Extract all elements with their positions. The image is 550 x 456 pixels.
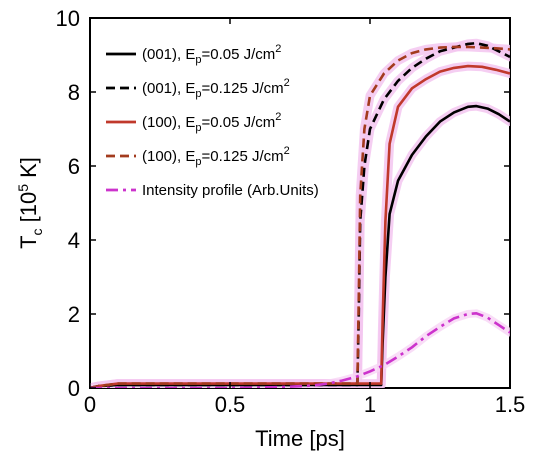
legend-label-s100_low: (100), Ep=0.05 J/cm2 (142, 111, 281, 134)
legend-mid: =0.125 J/cm (201, 80, 283, 97)
series-line-s100_high (90, 45, 510, 388)
y-axis-title: Tc [105 K] (15, 157, 45, 249)
ticks-layer: 0 0.5 1 1.5 0 2 4 6 8 10 (56, 6, 526, 417)
legend-mid: =0.05 J/cm (201, 114, 275, 131)
y-tick-label: 6 (68, 154, 80, 179)
legend-sub: p (195, 156, 201, 168)
legend-label-intensity: Intensity profile (Arb.Units) (142, 182, 319, 199)
y-axis-title-suffix: K] (16, 157, 41, 184)
legend-label-s100_high: (100), Ep=0.125 J/cm2 (142, 145, 290, 168)
series-layer (90, 38, 510, 388)
y-tick-label: 4 (68, 228, 80, 253)
legend-mid: =0.125 J/cm (201, 148, 283, 165)
series-line-s001_high (90, 41, 510, 388)
y-axis-title-prefix: [10 (16, 192, 41, 229)
y-tick-label: 2 (68, 302, 80, 327)
legend-label-s001_high: (001), Ep=0.125 J/cm2 (142, 77, 290, 100)
x-tick-label: 1 (364, 392, 376, 417)
legend-sub: p (195, 54, 201, 66)
y-axis-title-exp: 5 (15, 184, 31, 192)
y-axis-title-sub: c (29, 228, 45, 235)
legend-pre: Intensity profile (Arb.Units) (142, 182, 319, 199)
legend-sub: p (195, 122, 201, 134)
x-tick-label: 1.5 (495, 392, 526, 417)
legend-sup: 2 (284, 145, 290, 157)
y-tick-label: 0 (68, 376, 80, 401)
x-axis-title: Time [ps] (255, 426, 345, 451)
y-tick-label: 8 (68, 80, 80, 105)
legend-sup: 2 (284, 77, 290, 89)
legend-pre: (001), E (142, 46, 195, 63)
legend-sup: 2 (275, 43, 281, 55)
series-halo-intensity (90, 309, 510, 388)
legend-label-s001_low: (001), Ep=0.05 J/cm2 (142, 43, 281, 66)
legend-pre: (100), E (142, 148, 195, 165)
x-tick-label: 0 (84, 392, 96, 417)
legend-sub: p (195, 88, 201, 100)
y-axis-title-main: T (16, 235, 41, 248)
legend-pre: (100), E (142, 114, 195, 131)
legend-mid: =0.05 J/cm (201, 46, 275, 63)
legend-sup: 2 (275, 111, 281, 123)
x-tick-label: 0.5 (215, 392, 246, 417)
y-tick-label: 10 (56, 6, 80, 31)
legend: (001), Ep=0.05 J/cm2(001), Ep=0.125 J/cm… (106, 43, 319, 199)
legend-pre: (001), E (142, 80, 195, 97)
